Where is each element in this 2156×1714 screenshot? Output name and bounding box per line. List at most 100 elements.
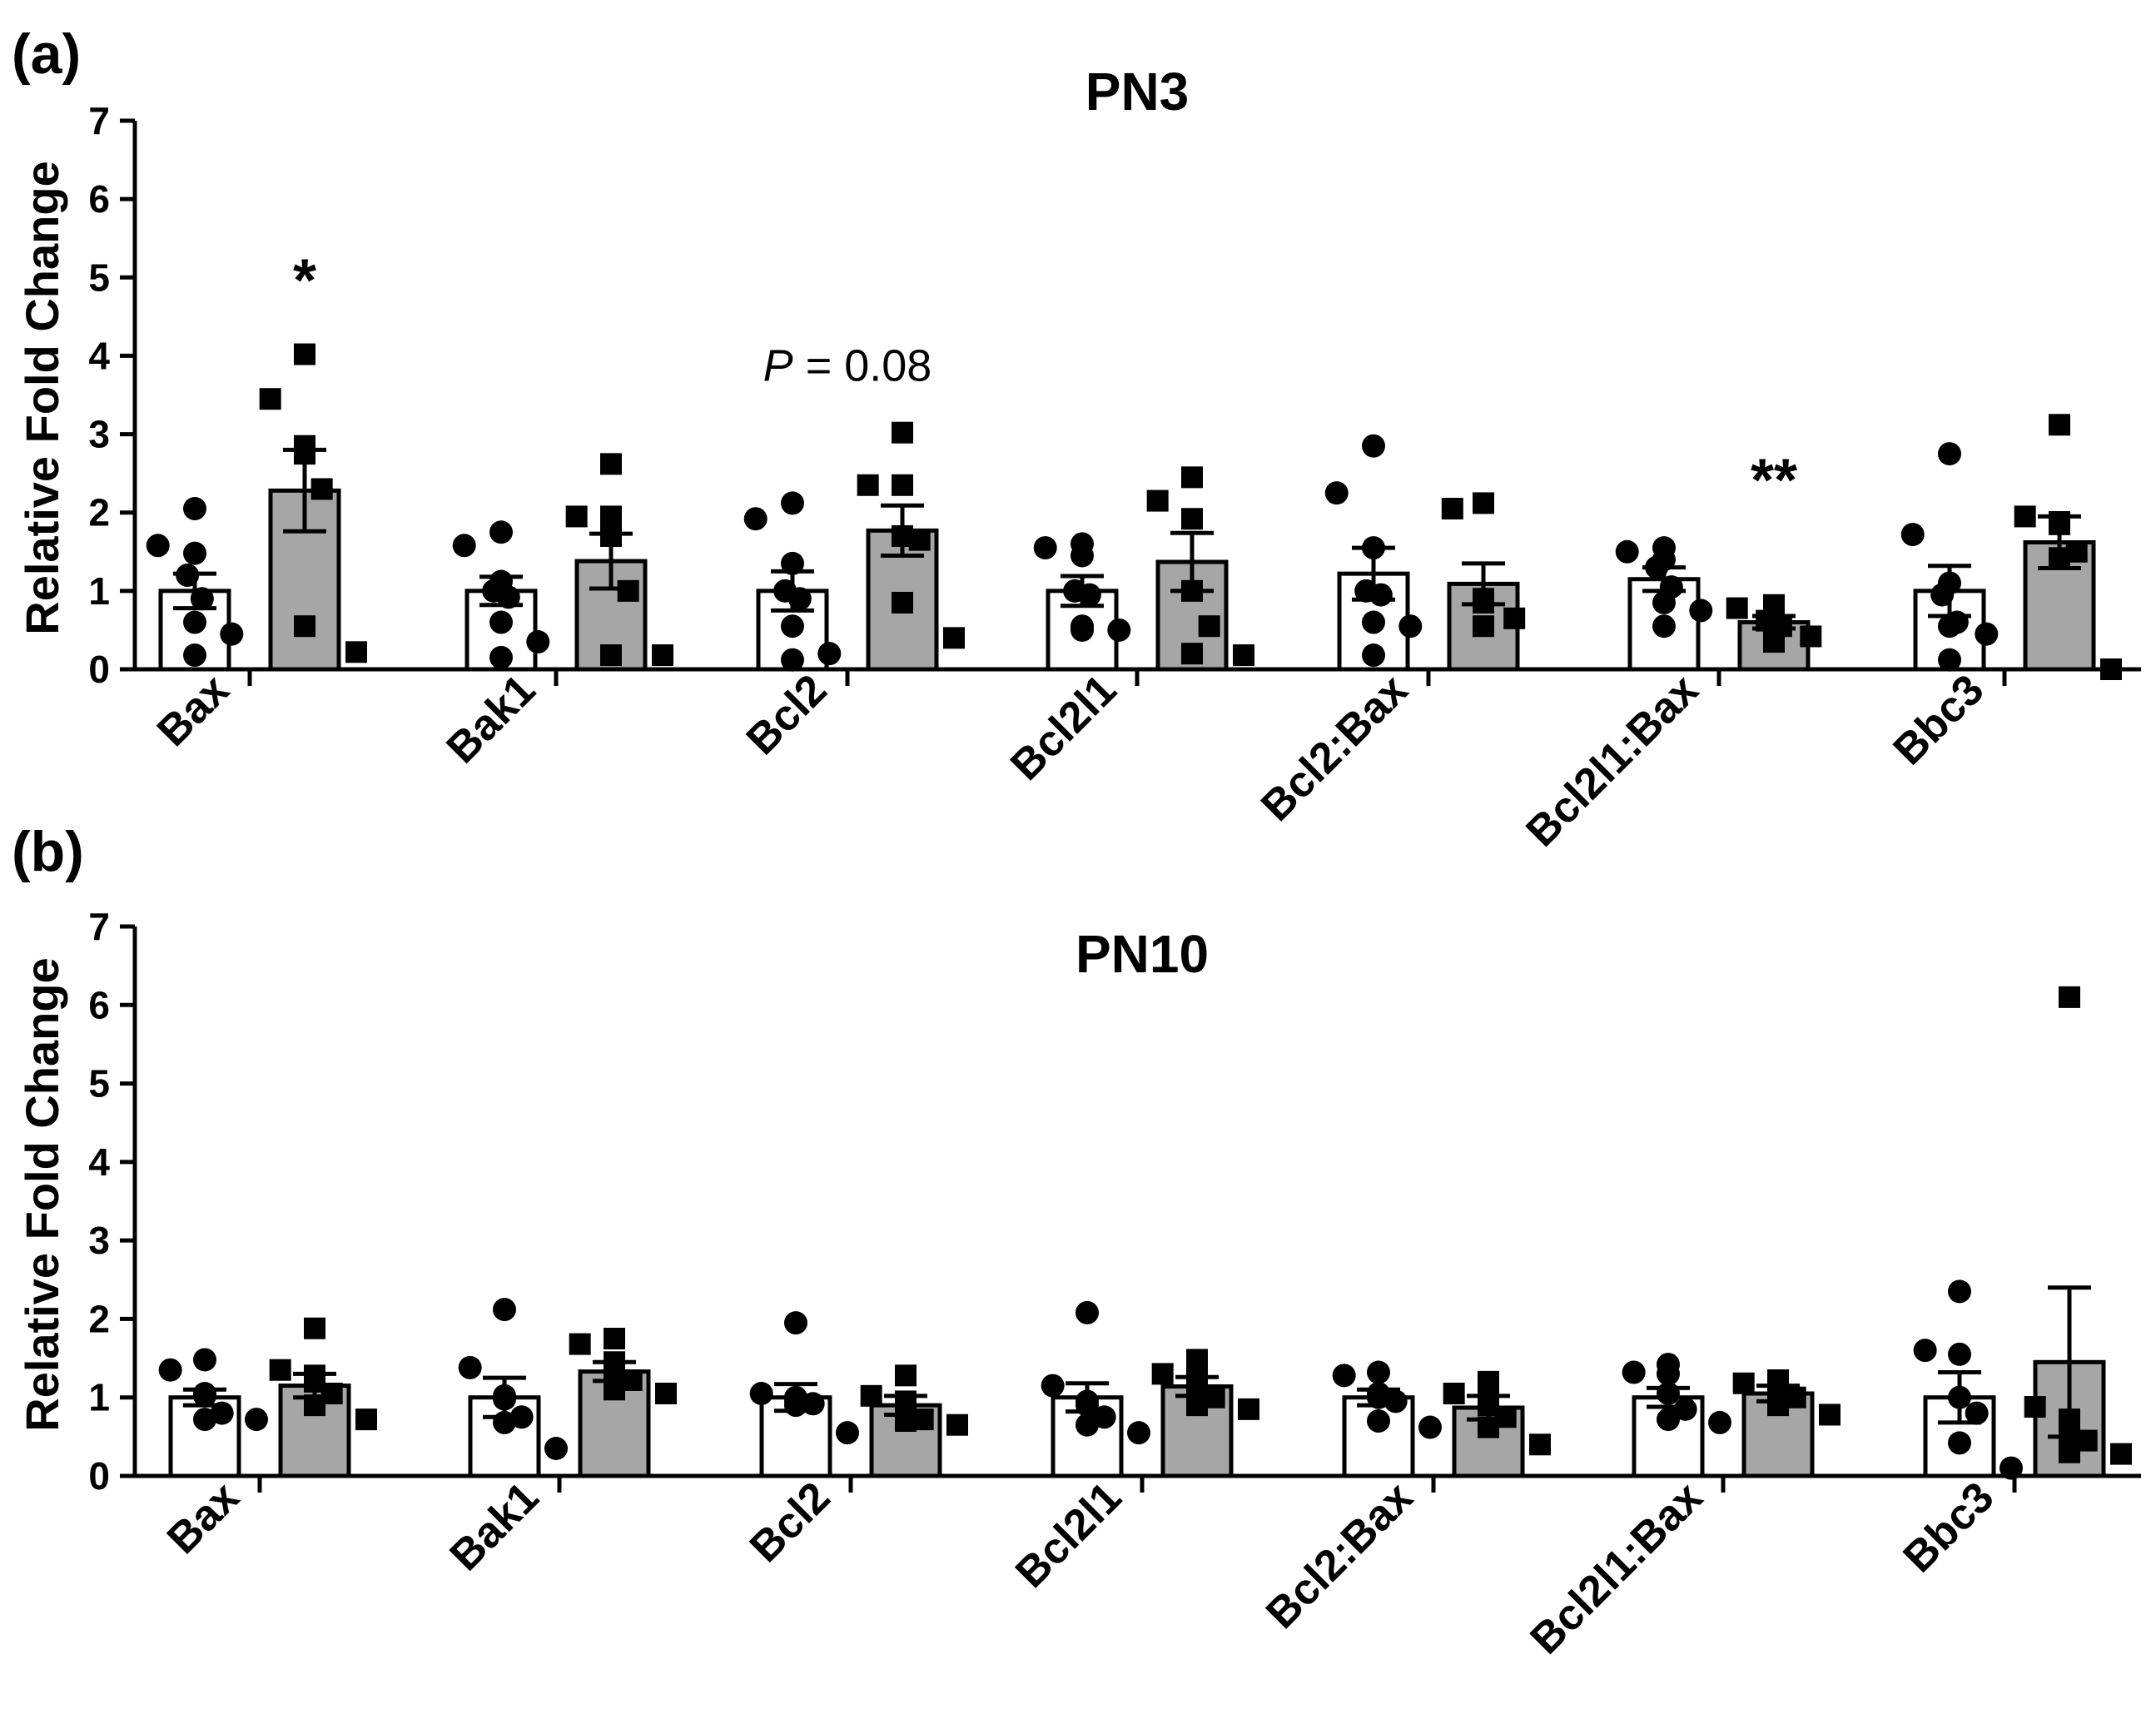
- data-point: [1186, 1394, 1208, 1417]
- data-point: [617, 579, 639, 602]
- x-tick-label: Bax: [158, 1473, 249, 1563]
- panel-a: (a) PN3 Relative Fold Change 0 1 2 3 4 5 6 7 Bax…: [12, 22, 2141, 857]
- data-point: [1478, 1370, 1499, 1393]
- data-point: [458, 1355, 482, 1379]
- data-point: [1975, 622, 1999, 646]
- data-point: [892, 474, 913, 496]
- data-point: [493, 1298, 516, 1322]
- data-point: [2110, 1443, 2132, 1465]
- data-point: [1362, 434, 1385, 458]
- data-point: [1673, 1397, 1697, 1421]
- data-point: [1362, 610, 1385, 634]
- data-point: [604, 1328, 625, 1349]
- data-point: [2059, 986, 2080, 1008]
- data-point: [1473, 615, 1494, 638]
- data-point: [1938, 648, 1961, 672]
- data-point: [355, 1408, 377, 1431]
- data-point: [1398, 614, 1423, 638]
- data-point: [183, 497, 206, 521]
- data-point: [895, 1364, 917, 1387]
- y-tick-label: 3: [88, 1219, 110, 1262]
- x-tick-label: Bbc3: [1895, 1473, 2004, 1582]
- x-tick-label: Bax: [148, 665, 239, 756]
- data-point: [489, 645, 513, 669]
- data-point: [1652, 590, 1676, 614]
- y-tick-label: 4: [88, 334, 110, 377]
- data-point: [146, 534, 170, 558]
- data-point: [1763, 631, 1785, 653]
- y-tick-label: 0: [88, 1454, 110, 1498]
- data-point: [569, 1333, 591, 1355]
- data-point: [836, 1421, 859, 1445]
- data-point: [1071, 544, 1094, 568]
- data-point: [158, 1358, 182, 1382]
- x-tick-label: Bcl2: [741, 1473, 840, 1572]
- x-tick-label: Bcl2l1: [1006, 1473, 1130, 1597]
- data-point: [655, 1383, 677, 1404]
- data-point: [781, 491, 804, 515]
- panel-letter: (b): [12, 820, 84, 883]
- data-point: [1233, 644, 1254, 667]
- data-point: [1107, 618, 1131, 642]
- data-point: [1033, 536, 1057, 560]
- y-tick-label: 5: [88, 1062, 110, 1105]
- data-point: [1708, 1410, 1731, 1434]
- data-point: [600, 505, 622, 528]
- data-point: [2100, 658, 2122, 680]
- data-point: [1367, 1409, 1390, 1433]
- panel-b: (b) PN10 Relative Fold Change 0 1 2 3 4 5 6 7 Ba…: [12, 820, 2141, 1664]
- data-point: [193, 1348, 216, 1372]
- data-point: [1443, 1383, 1465, 1404]
- data-point: [1726, 597, 1748, 619]
- x-tick-label: Bcl2: [738, 665, 837, 764]
- data-point: [1948, 1342, 1971, 1366]
- data-point: [452, 534, 476, 558]
- data-point: [565, 505, 588, 528]
- data-point: [1181, 643, 1203, 665]
- data-point: [943, 627, 965, 649]
- data-point: [1127, 1421, 1150, 1445]
- data-point: [781, 614, 804, 638]
- y-tick-label: 1: [88, 569, 110, 613]
- data-point: [1238, 1398, 1259, 1420]
- data-point: [1418, 1415, 1442, 1439]
- y-axis-label: Relative Fold Change: [16, 161, 68, 634]
- data-point: [1900, 523, 1925, 547]
- data-point: [2024, 1396, 2046, 1418]
- data-point: [1076, 1413, 1099, 1437]
- data-point: [1181, 466, 1203, 489]
- data-point: [526, 630, 550, 654]
- data-point: [1938, 442, 1961, 466]
- chart-title: PN3: [1085, 62, 1190, 122]
- y-tick-label: 1: [88, 1376, 110, 1419]
- data-point: [1332, 1364, 1356, 1388]
- y-tick-label: 2: [88, 1297, 110, 1340]
- data-point: [183, 541, 206, 565]
- y-tick-label: 3: [88, 413, 110, 456]
- data-point: [2049, 414, 2070, 436]
- data-point: [489, 610, 513, 634]
- data-point: [1615, 539, 1639, 564]
- data-point: [259, 388, 281, 410]
- x-tick-label: Bak1: [438, 665, 545, 773]
- significance-marker: **: [1751, 447, 1797, 514]
- data-point: [304, 1317, 325, 1339]
- data-point: [817, 642, 842, 666]
- data-point: [345, 641, 367, 663]
- panel-letter: (a): [12, 22, 81, 86]
- data-point: [310, 478, 333, 500]
- data-point: [892, 421, 913, 444]
- data-point: [892, 591, 913, 614]
- x-tick-label: Bcl2l1: [1001, 665, 1125, 789]
- data-point: [1076, 1300, 1099, 1324]
- data-point: [269, 1359, 291, 1381]
- y-tick-label: 6: [88, 983, 110, 1026]
- x-tick-label: Bcl2:Bax: [1257, 1473, 1422, 1637]
- data-point: [600, 453, 622, 475]
- y-tick-label: 0: [88, 648, 110, 691]
- data-point: [781, 648, 804, 672]
- data-point: [1689, 599, 1713, 623]
- data-point: [1198, 615, 1220, 638]
- data-point: [1324, 481, 1349, 505]
